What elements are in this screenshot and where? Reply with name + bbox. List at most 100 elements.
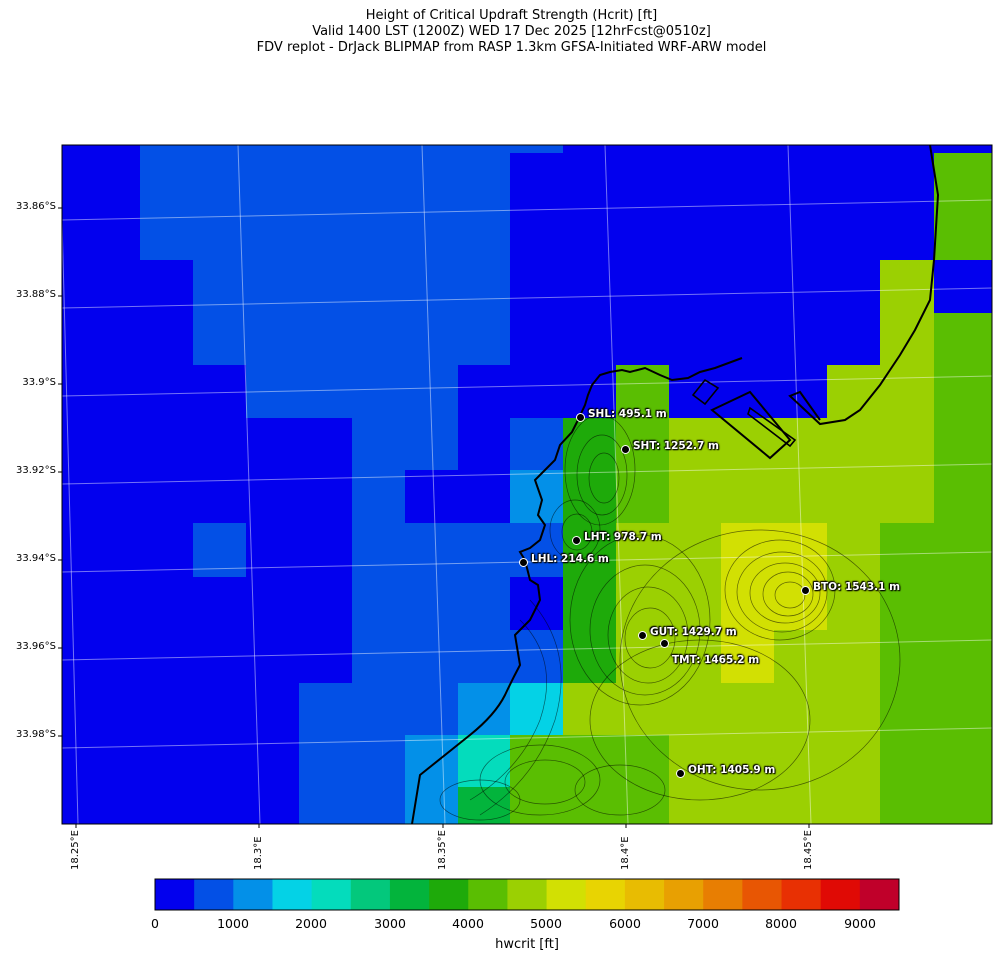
- harbour-pier: [747, 406, 797, 448]
- colorbar-swatch: [155, 879, 195, 910]
- lat-label: 33.98°S: [16, 729, 56, 740]
- heat-cell: [510, 145, 563, 153]
- colorbar-swatch: [350, 879, 391, 910]
- heat-cell: [405, 735, 458, 824]
- site-label-gut: GUT: 1429.7 m: [650, 626, 737, 638]
- chart-title: Height of Critical Updraft Strength (Hcr…: [365, 8, 658, 23]
- heat-cell: [458, 683, 510, 735]
- colorbar-swatch: [781, 879, 822, 910]
- site-label-sht: SHT: 1252.7 m: [633, 440, 719, 452]
- heat-cell: [669, 735, 880, 824]
- heat-cell: [352, 418, 458, 470]
- colorbar-label: hwcrit [ft]: [495, 937, 559, 952]
- colorbar-swatch: [703, 879, 743, 910]
- colorbar-tick: 8000: [765, 916, 797, 931]
- colorbar-tick: 5000: [530, 916, 562, 931]
- colorbar-swatch: [194, 879, 234, 910]
- colorbar-swatch: [311, 879, 352, 910]
- heat-cell: [721, 630, 774, 683]
- heat-cell: [934, 313, 992, 523]
- colorbar-swatch: [585, 879, 626, 910]
- heat-cell: [563, 683, 880, 735]
- lon-label: 18.45°E: [803, 830, 814, 870]
- lon-label: 18.4°E: [620, 836, 631, 870]
- lon-label: 18.25°E: [70, 830, 81, 870]
- chart-subtitle-source: FDV replot - DrJack BLIPMAP from RASP 1.…: [256, 40, 767, 55]
- lat-label: 33.9°S: [22, 377, 56, 388]
- site-label-lht: LHT: 978.7 m: [584, 531, 662, 543]
- heat-cell: [458, 735, 510, 787]
- heat-cell: [510, 735, 669, 824]
- colorbar-swatch: [429, 879, 469, 910]
- heat-cell: [616, 365, 669, 418]
- heat-cell: [934, 153, 992, 260]
- lon-label: 18.35°E: [437, 830, 448, 870]
- heat-cell: [669, 418, 934, 523]
- heat-cell: [880, 260, 934, 365]
- axis-ticks: [58, 207, 810, 828]
- plot-frame: [61, 144, 993, 825]
- colorbar-swatch: [624, 879, 665, 910]
- site-marker-oht[interactable]: [676, 769, 685, 778]
- heat-cell: [193, 523, 246, 577]
- colorbar: [155, 879, 900, 910]
- colorbar-swatch: [389, 879, 430, 910]
- colorbar-swatch: [859, 879, 900, 910]
- colorbar-tick: 9000: [844, 916, 876, 931]
- colorbar-frame: [154, 878, 900, 911]
- heat-cell: [827, 523, 880, 630]
- colorbar-swatch: [546, 879, 587, 910]
- colorbar-swatch: [233, 879, 273, 910]
- site-marker-sht[interactable]: [621, 445, 630, 454]
- colorbar-tick: 1000: [217, 916, 249, 931]
- site-marker-gut[interactable]: [638, 631, 647, 640]
- site-marker-lhl[interactable]: [519, 558, 528, 567]
- site-marker-tmt[interactable]: [660, 639, 669, 648]
- lat-label: 33.96°S: [16, 641, 56, 652]
- heat-cell: [827, 365, 934, 418]
- site-label-tmt: TMT: 1465.2 m: [672, 654, 760, 666]
- colorbar-tick: 4000: [452, 916, 484, 931]
- colorbar-swatch: [820, 879, 861, 910]
- site-label-lhl: LHL: 214.6 m: [531, 553, 609, 565]
- heat-cell: [880, 523, 992, 824]
- site-label-oht: OHT: 1405.9 m: [688, 764, 776, 776]
- colorbar-swatch: [507, 879, 548, 910]
- lat-label: 33.86°S: [16, 201, 56, 212]
- harbour-dock: [691, 378, 720, 406]
- heat-cell: [510, 523, 563, 577]
- lat-label: 33.92°S: [16, 465, 56, 476]
- lat-label: 33.88°S: [16, 289, 56, 300]
- heat-cell: [352, 470, 405, 683]
- heat-cell: [563, 418, 616, 683]
- site-marker-bto[interactable]: [801, 586, 810, 595]
- heat-cell: [193, 260, 510, 365]
- coastline: [411, 357, 743, 824]
- site-marker-shl[interactable]: [576, 413, 585, 422]
- colorbar-swatch: [742, 879, 783, 910]
- colorbar-swatch: [664, 879, 704, 910]
- colorbar-tick: 2000: [295, 916, 327, 931]
- heat-cell: [510, 683, 563, 735]
- site-marker-lht[interactable]: [572, 536, 581, 545]
- colorbar-tick: 6000: [609, 916, 641, 931]
- colorbar-tick: 7000: [687, 916, 719, 931]
- lat-label: 33.94°S: [16, 553, 56, 564]
- heat-cell: [246, 365, 458, 418]
- heat-cell: [405, 523, 510, 683]
- site-label-bto: BTO: 1543.1 m: [813, 581, 901, 593]
- colorbar-tick: 0: [151, 916, 159, 931]
- site-label-shl: SHL: 495.1 m: [588, 408, 667, 420]
- terrain-contours: [439, 414, 901, 821]
- heat-cell: [616, 418, 669, 523]
- heat-cell: [510, 418, 563, 470]
- lon-label: 18.3°E: [253, 836, 264, 870]
- colorbar-tick: 3000: [374, 916, 406, 931]
- heat-cell: [140, 145, 510, 260]
- coastline-east: [788, 145, 940, 426]
- harbour-breakwater: [710, 390, 792, 460]
- chart-subtitle-valid: Valid 1400 LST (1200Z) WED 17 Dec 2025 […: [312, 24, 711, 39]
- colorbar-swatch: [468, 879, 508, 910]
- colorbar-swatch: [272, 879, 313, 910]
